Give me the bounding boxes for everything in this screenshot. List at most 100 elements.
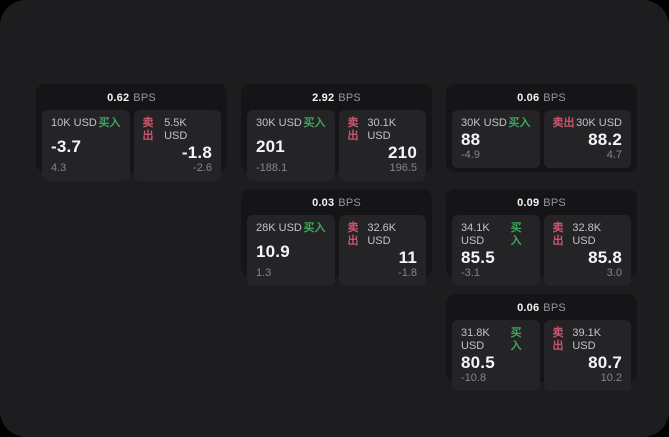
buy-amount: 34.1K USD xyxy=(461,222,490,247)
bps-unit-label: BPS xyxy=(133,92,156,104)
sell-side-label: 卖出 xyxy=(347,222,359,247)
buy-amount: 31.8K USD xyxy=(461,327,490,352)
sell-panel[interactable]: 卖出 30.1K USD 210 196.5 xyxy=(338,110,426,181)
buy-panel[interactable]: 28K USD 买入 10.9 1.3 xyxy=(247,215,335,286)
bps-unit-label: BPS xyxy=(543,197,566,209)
sell-delta: 196.5 xyxy=(389,162,417,174)
buy-delta: 1.3 xyxy=(256,267,272,279)
quote-card: 0.09 BPS 34.1K USD 买入 85.5 -3.1 卖出 32.8K … xyxy=(446,189,637,286)
buy-side-label: 买入 xyxy=(510,327,522,352)
buy-delta: -188.1 xyxy=(256,162,288,174)
sell-panel-header: 卖出 5.5K USD xyxy=(143,117,213,143)
buy-amount: 28K USD xyxy=(256,222,302,234)
sell-side-label: 卖出 xyxy=(552,327,564,352)
sell-panel[interactable]: 卖出 30K USD 88.2 4.7 xyxy=(543,110,631,168)
sell-panel-header: 卖出 30.1K USD xyxy=(348,117,418,143)
sell-side-label: 卖出 xyxy=(552,222,564,247)
buy-price: -3.7 xyxy=(51,136,82,156)
buy-sell-panels: 30K USD 买入 201 -188.1 卖出 30.1K USD 210 1… xyxy=(247,110,426,181)
quote-card: 0.06 BPS 31.8K USD 买入 80.5 -10.8 卖出 39.1K… xyxy=(446,294,637,391)
buy-delta: -10.8 xyxy=(461,372,487,384)
sell-panel-header: 卖出 30K USD xyxy=(553,117,623,130)
sell-amount: 5.5K USD xyxy=(164,117,188,142)
buy-side-label: 买入 xyxy=(303,117,326,129)
buy-side-label: 买入 xyxy=(303,222,326,234)
quote-card: 0.62 BPS 10K USD 买入 -3.7 4.3 卖出 5.5K USD … xyxy=(36,84,227,181)
sell-side-label: 卖出 xyxy=(142,117,154,142)
buy-amount: 30K USD xyxy=(256,117,302,129)
sell-panel-header: 卖出 32.6K USD xyxy=(348,222,418,248)
buy-sell-panels: 10K USD 买入 -3.7 4.3 卖出 5.5K USD -1.8 -2.… xyxy=(42,110,221,181)
card-header: 0.62 BPS xyxy=(42,89,221,110)
sell-side-label: 卖出 xyxy=(347,117,359,142)
buy-sell-panels: 30K USD 买入 88 -4.9 卖出 30K USD 88.2 4.7 xyxy=(452,110,631,168)
buy-panel-header: 34.1K USD 买入 xyxy=(461,222,531,248)
bps-value: 0.06 xyxy=(517,302,540,314)
bps-value: 2.92 xyxy=(312,92,335,104)
buy-sell-panels: 31.8K USD 买入 80.5 -10.8 卖出 39.1K USD 80.… xyxy=(452,320,631,391)
sell-price: 85.8 xyxy=(588,248,622,267)
sell-price: 210 xyxy=(388,143,417,162)
sell-delta: -1.8 xyxy=(398,267,417,279)
buy-panel-header: 30K USD 买入 xyxy=(256,117,326,130)
sell-price: 11 xyxy=(398,248,417,267)
sell-delta: 4.7 xyxy=(606,149,622,161)
bps-value: 0.03 xyxy=(312,197,335,209)
sell-price: 80.7 xyxy=(588,353,622,372)
buy-amount: 30K USD xyxy=(461,117,507,129)
sell-amount: 32.6K USD xyxy=(367,222,397,247)
bps-value: 0.09 xyxy=(517,197,540,209)
bps-unit-label: BPS xyxy=(543,302,566,314)
card-header: 2.92 BPS xyxy=(247,89,426,110)
bps-value: 0.62 xyxy=(107,92,130,104)
quote-card: 2.92 BPS 30K USD 买入 201 -188.1 卖出 30.1K U… xyxy=(241,84,432,181)
buy-panel[interactable]: 31.8K USD 买入 80.5 -10.8 xyxy=(452,320,540,391)
quote-card-grid: 0.62 BPS 10K USD 买入 -3.7 4.3 卖出 5.5K USD … xyxy=(36,84,637,391)
buy-panel[interactable]: 10K USD 买入 -3.7 4.3 xyxy=(42,110,130,181)
buy-delta: 4.3 xyxy=(51,162,67,174)
sell-panel[interactable]: 卖出 32.6K USD 11 -1.8 xyxy=(338,215,426,286)
buy-panel-header: 28K USD 买入 xyxy=(256,222,326,235)
buy-sell-panels: 34.1K USD 买入 85.5 -3.1 卖出 32.8K USD 85.8… xyxy=(452,215,631,286)
bps-unit-label: BPS xyxy=(543,92,566,104)
sell-delta: 3.0 xyxy=(606,267,622,279)
buy-panel[interactable]: 30K USD 买入 201 -188.1 xyxy=(247,110,335,181)
buy-price: 201 xyxy=(256,136,285,156)
buy-side-label: 买入 xyxy=(508,117,531,129)
sell-panel[interactable]: 卖出 39.1K USD 80.7 10.2 xyxy=(543,320,631,391)
sell-delta: 10.2 xyxy=(600,372,622,384)
buy-panel[interactable]: 34.1K USD 买入 85.5 -3.1 xyxy=(452,215,540,286)
bps-unit-label: BPS xyxy=(338,92,361,104)
card-header: 0.09 BPS xyxy=(452,194,631,215)
buy-price: 85.5 xyxy=(461,248,495,267)
buy-side-label: 买入 xyxy=(510,222,522,247)
buy-panel-header: 31.8K USD 买入 xyxy=(461,327,531,353)
sell-amount: 32.8K USD xyxy=(572,222,602,247)
sell-price: 88.2 xyxy=(588,130,622,149)
sell-amount: 30.1K USD xyxy=(367,117,397,142)
sell-panel-header: 卖出 32.8K USD xyxy=(553,222,623,248)
sell-delta: -2.6 xyxy=(193,162,212,174)
bps-unit-label: BPS xyxy=(338,197,361,209)
card-header: 0.06 BPS xyxy=(452,89,631,110)
sell-panel[interactable]: 卖出 5.5K USD -1.8 -2.6 xyxy=(133,110,221,181)
buy-sell-panels: 28K USD 买入 10.9 1.3 卖出 32.6K USD 11 -1.8 xyxy=(247,215,426,286)
sell-panel[interactable]: 卖出 32.8K USD 85.8 3.0 xyxy=(543,215,631,286)
buy-panel[interactable]: 30K USD 买入 88 -4.9 xyxy=(452,110,540,168)
sell-amount: 39.1K USD xyxy=(572,327,602,352)
quote-card: 0.06 BPS 30K USD 买入 88 -4.9 卖出 30K USD 88… xyxy=(446,84,637,172)
quote-card: 0.03 BPS 28K USD 买入 10.9 1.3 卖出 32.6K USD… xyxy=(241,189,432,286)
sell-price: -1.8 xyxy=(181,143,212,162)
buy-price: 88 xyxy=(461,130,481,149)
buy-delta: -3.1 xyxy=(461,267,480,279)
buy-panel-header: 30K USD 买入 xyxy=(461,117,531,130)
sell-panel-header: 卖出 39.1K USD xyxy=(553,327,623,353)
bps-value: 0.06 xyxy=(517,92,540,104)
buy-price: 10.9 xyxy=(256,241,290,261)
sell-side-label: 卖出 xyxy=(552,117,575,129)
card-header: 0.03 BPS xyxy=(247,194,426,215)
card-header: 0.06 BPS xyxy=(452,299,631,320)
sell-amount: 30K USD xyxy=(576,117,622,129)
buy-amount: 10K USD xyxy=(51,117,97,129)
